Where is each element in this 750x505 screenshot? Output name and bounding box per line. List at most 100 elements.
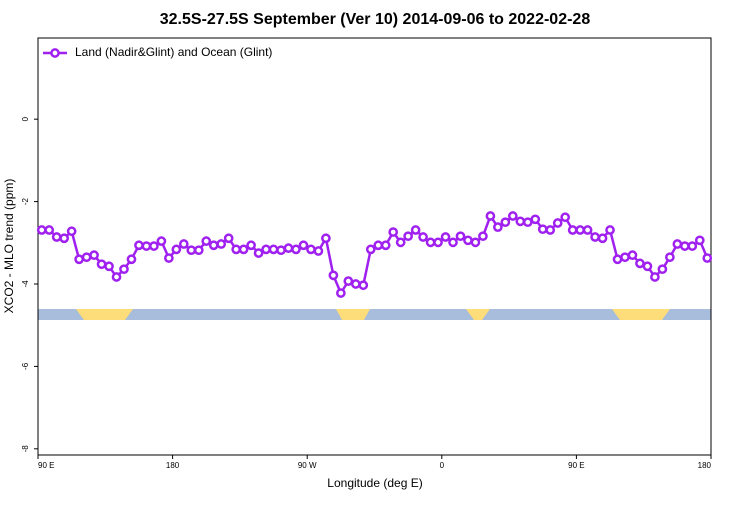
data-point: [687, 241, 698, 251]
data-point: [253, 248, 264, 258]
data-point: [156, 236, 167, 246]
data-point: [388, 227, 399, 237]
data-point: [141, 241, 152, 251]
data-point: [425, 237, 436, 248]
data-point: [51, 232, 62, 242]
data-point: [164, 253, 174, 263]
data-point: [567, 225, 578, 235]
data-point: [81, 252, 92, 263]
x-tick-label: 180: [698, 461, 712, 470]
data-point: [350, 279, 361, 289]
data-point: [470, 237, 481, 248]
data-point: [650, 272, 660, 282]
data-point: [418, 232, 428, 242]
data-point: [283, 243, 294, 253]
data-point: [111, 272, 122, 282]
data-point: [545, 225, 556, 235]
data-point: [186, 245, 197, 256]
data-point: [66, 226, 77, 237]
data-point: [306, 244, 316, 255]
data-point: [440, 232, 451, 242]
data-point: [126, 254, 137, 265]
data-point: [665, 252, 675, 263]
y-axis-label: XCO2 - MLO trend (ppm): [2, 179, 16, 314]
x-tick-label: 180: [166, 461, 180, 470]
data-point: [657, 264, 668, 275]
data-point: [201, 236, 212, 246]
data-point: [44, 225, 55, 235]
data-point: [336, 288, 346, 298]
data-point: [493, 222, 503, 232]
x-tick-label: 0: [440, 461, 445, 470]
data-point: [522, 217, 533, 228]
data-point: [119, 264, 129, 275]
data-point: [403, 231, 413, 242]
data-point: [216, 239, 227, 249]
data-point: [104, 261, 114, 272]
data-point: [620, 252, 630, 263]
data-point: [358, 280, 369, 291]
data-point: [343, 276, 354, 286]
data-point: [36, 225, 47, 235]
data-point: [193, 245, 204, 256]
data-point: [642, 261, 653, 272]
data-point: [261, 244, 271, 255]
data-point: [433, 237, 443, 248]
data-point: [627, 250, 638, 261]
data-point: [582, 225, 593, 235]
x-tick-label: 90 W: [298, 461, 317, 470]
data-point: [560, 212, 571, 223]
data-point: [96, 259, 107, 270]
data-point: [395, 237, 406, 248]
data-point: [380, 240, 391, 251]
data-point: [223, 233, 234, 244]
data-point: [485, 211, 496, 221]
data-point: [208, 240, 219, 251]
y-tick-label: -4: [21, 280, 30, 288]
legend-label: Land (Nadir&Glint) and Ocean (Glint): [75, 45, 272, 59]
y-tick-label: -8: [21, 445, 30, 453]
data-point: [89, 250, 99, 261]
data-point: [149, 241, 159, 251]
data-point: [313, 246, 324, 256]
data-point: [605, 225, 615, 235]
data-point: [134, 240, 144, 251]
land-ocean-strip: [38, 309, 711, 320]
data-point: [530, 214, 541, 225]
data-point: [552, 218, 563, 228]
x-axis-label: Longitude (deg E): [327, 476, 422, 490]
data-point: [537, 224, 548, 235]
y-tick-label: -6: [21, 362, 30, 370]
data-point: [298, 240, 309, 251]
plot-frame: [37, 37, 712, 456]
data-point: [455, 231, 466, 242]
data-point: [171, 244, 182, 255]
data-point: [612, 254, 623, 265]
data-point: [291, 244, 301, 255]
data-point: [702, 253, 713, 263]
data-point: [268, 244, 279, 255]
data-point: [178, 239, 189, 249]
legend-marker: [50, 48, 60, 58]
chart-title: 32.5S-27.5S September (Ver 10) 2014-09-0…: [160, 11, 591, 28]
x-tick-label: 90 E: [38, 461, 54, 470]
data-point: [507, 211, 518, 221]
data-point: [672, 239, 683, 249]
x-tick-label: 90 E: [568, 461, 584, 470]
data-point: [328, 270, 339, 281]
data-point: [463, 235, 473, 246]
data-point: [575, 225, 585, 235]
data-point: [679, 241, 690, 251]
data-point: [500, 217, 511, 228]
data-point: [478, 231, 488, 242]
y-tick-label: -2: [21, 197, 30, 205]
y-tick-label: 0: [21, 116, 30, 121]
data-point: [238, 244, 249, 255]
data-point: [365, 244, 376, 255]
data-point: [321, 233, 331, 244]
data-point: [635, 258, 645, 269]
data-point: [373, 240, 384, 251]
data-point: [448, 237, 458, 248]
data-point: [515, 216, 526, 227]
